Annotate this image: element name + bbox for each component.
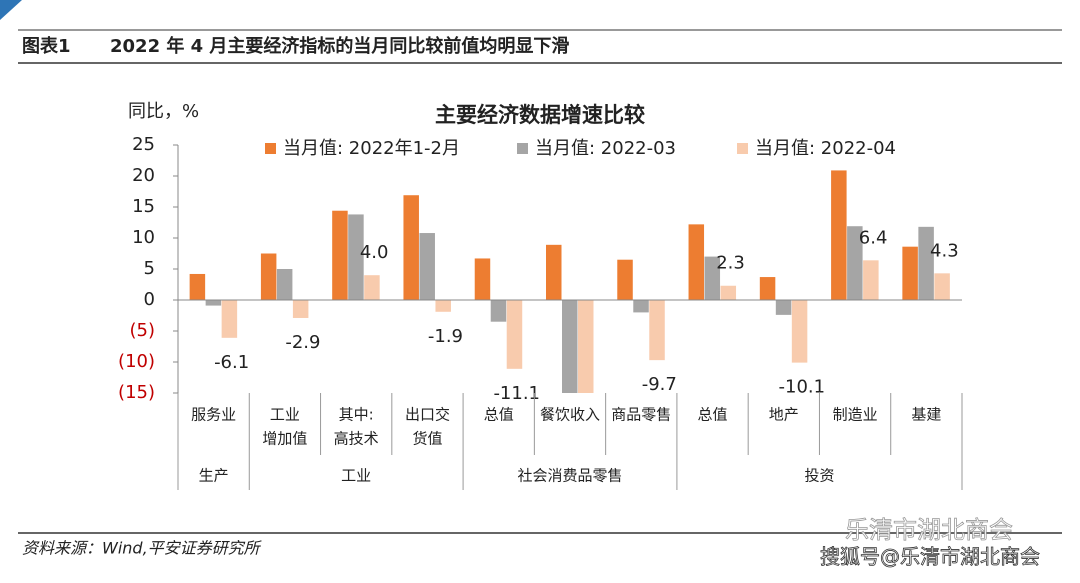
value-label: 2.3 [716,253,745,274]
legend-swatch [265,143,276,154]
bar [348,214,364,300]
x-tick-label: 制造业 [833,406,878,424]
bar [276,269,293,300]
bar [578,300,594,393]
bar [847,226,863,300]
x-tick-label: 基建 [911,406,941,424]
x-tick-label: 增加值 [262,430,307,448]
bar [720,285,737,300]
value-label: 6.4 [859,227,888,248]
value-label: 4.3 [930,240,959,261]
header-label: 图表1 [22,35,71,57]
bar [292,300,309,318]
value-label: -1.9 [428,326,463,347]
corner-mark [0,0,22,20]
bar [831,170,847,300]
legend-swatch [517,143,528,154]
value-label: -10.1 [779,377,826,398]
group-label: 投资 [804,467,834,485]
y-axis-label: 同比，% [128,101,199,122]
legend-swatch [737,143,748,154]
bar [918,226,934,300]
x-tick-label: 服务业 [191,406,236,424]
bar [902,246,918,300]
x-tick-label: 餐饮收入 [540,406,600,424]
x-tick-label: 货值 [412,430,442,448]
watermark: 乐清市湖北商会 [845,516,1013,544]
x-tick-label: 地产 [769,406,799,424]
bar [791,300,808,363]
y-tick-label: (15) [118,382,155,403]
x-tick-label: 出口交 [405,406,450,424]
value-label: -6.1 [214,352,249,373]
bar [759,277,776,300]
value-label: -11.1 [493,383,540,404]
y-tick-label: (5) [130,320,156,341]
group-label: 社会消费品零售 [517,467,622,485]
bar [633,300,649,313]
group-label: 生产 [199,467,229,485]
x-tick-label: 总值 [484,406,514,424]
bar [562,300,578,393]
value-label: -9.7 [642,374,677,395]
x-tick-label: 总值 [698,406,728,424]
bars [189,170,950,393]
group-label: 工业 [341,467,371,485]
value-label: 4.0 [360,242,389,263]
bar [490,300,507,322]
y-tick-label: 0 [144,289,155,310]
bar [403,195,419,300]
header-title: 2022 年 4 月主要经济指标的当月同比较前值均明显下滑 [110,35,569,57]
bar [474,258,491,300]
bar [260,253,277,300]
bar [863,260,879,300]
bar [934,273,950,300]
value-label: -2.9 [285,332,320,353]
legend-label: 当月值: 2022年1-2月 [283,138,460,159]
bar [688,224,705,300]
chart-title: 主要经济数据增速比较 [435,103,645,127]
source: 资料来源：Wind,平安证券研究所 [22,539,263,558]
bar [189,273,206,300]
bar [364,275,380,300]
bar [221,300,238,338]
bar [775,300,792,315]
y-tick-label: 20 [132,165,155,186]
bar [435,300,451,312]
y-tick-label: 5 [144,258,155,279]
bar [546,244,562,300]
bar [332,210,348,300]
bar [506,300,523,369]
y-tick-label: 15 [132,196,155,217]
bar [649,300,665,361]
x-tick-label: 商品零售 [611,406,671,424]
bar [704,256,721,300]
y-tick-label: 25 [132,134,155,155]
x-tick-label: 工业 [270,406,300,424]
legend-label: 当月值: 2022-03 [535,138,676,159]
x-tick-label: 高技术 [334,430,379,448]
x-tick-label: 其中: [339,406,374,424]
legend-label: 当月值: 2022-04 [755,138,896,159]
bar [205,300,222,306]
bar [617,259,633,300]
bar [419,233,435,300]
y-tick-label: 10 [132,227,155,248]
y-tick-label: (10) [118,351,155,372]
watermark: 搜狐号@乐清市湖北商会 [820,545,1040,569]
